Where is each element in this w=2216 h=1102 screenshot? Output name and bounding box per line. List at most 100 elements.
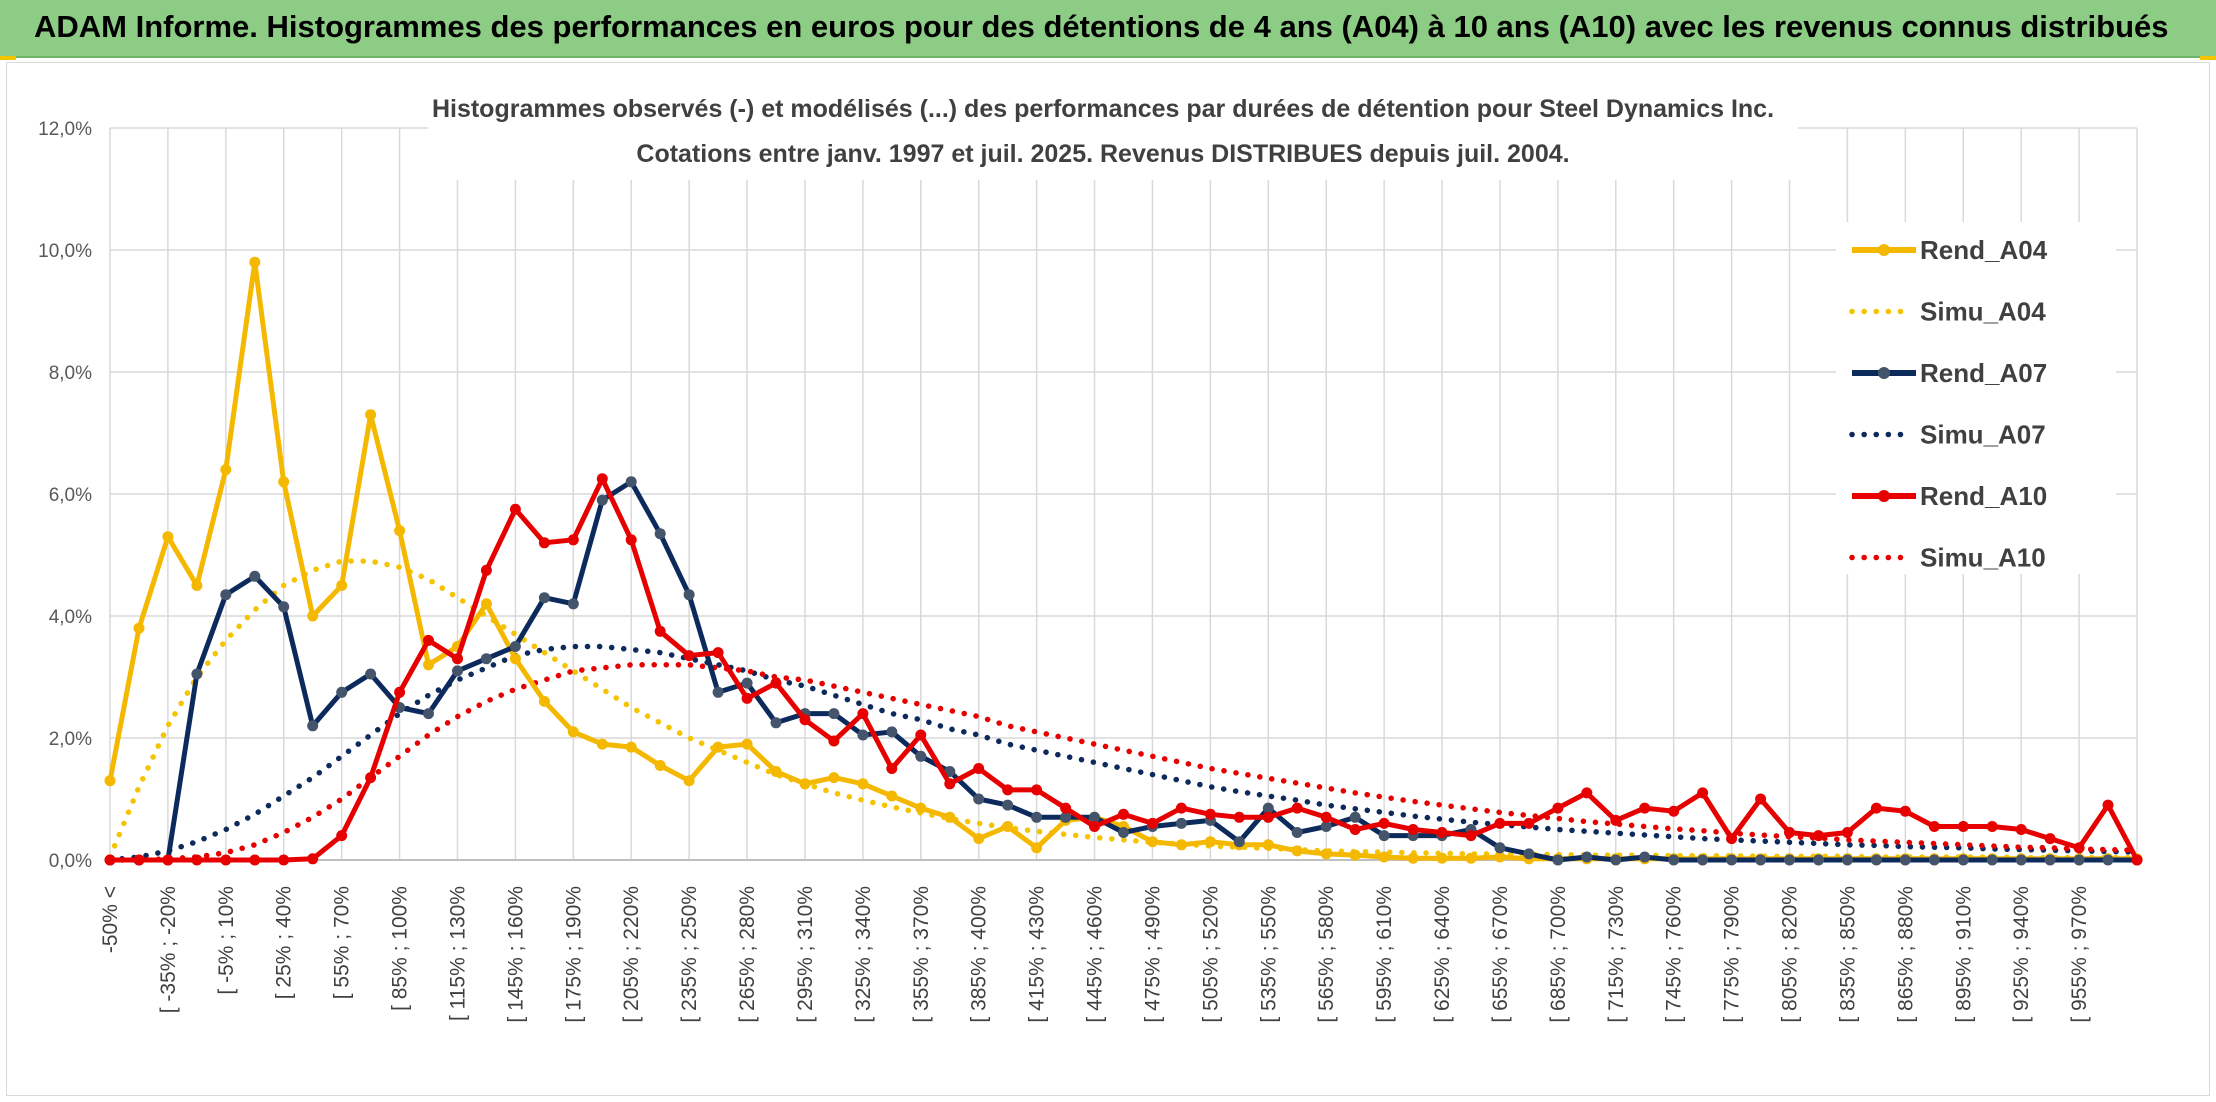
point-rend-a10 bbox=[596, 473, 608, 485]
point-rend-a04 bbox=[220, 464, 232, 476]
x-tick-label: [ 895% ; 910% bbox=[1952, 886, 1975, 1023]
point-rend-a10 bbox=[857, 708, 869, 720]
point-rend-a07 bbox=[567, 598, 579, 610]
point-rend-a07 bbox=[538, 592, 550, 604]
point-rend-a04 bbox=[770, 766, 782, 777]
point-rend-a07 bbox=[220, 589, 232, 601]
point-rend-a07 bbox=[191, 668, 203, 680]
point-rend-a10 bbox=[162, 854, 174, 866]
point-rend-a04 bbox=[1349, 849, 1361, 861]
point-rend-a10 bbox=[886, 763, 898, 774]
point-rend-a10 bbox=[1147, 817, 1158, 829]
point-rend-a10 bbox=[683, 650, 695, 662]
point-rend-a07 bbox=[1118, 827, 1129, 838]
point-rend-a10 bbox=[1175, 802, 1187, 814]
point-rend-a07 bbox=[944, 766, 956, 777]
x-tick-label: [ 85% ; 100% bbox=[389, 886, 412, 1011]
series-line-rend-a10 bbox=[110, 476, 2140, 863]
point-rend-a07 bbox=[2015, 854, 2027, 866]
x-tick-label: [ 265% ; 280% bbox=[736, 886, 759, 1023]
point-rend-a10 bbox=[741, 692, 753, 704]
x-tick-label: [ 325% ; 340% bbox=[852, 886, 875, 1023]
x-tick-label: [ 505% ; 520% bbox=[1199, 886, 1222, 1023]
point-rend-a07 bbox=[1841, 854, 1853, 866]
point-rend-a07 bbox=[1233, 836, 1245, 848]
x-tick-label: [ 25% ; 40% bbox=[273, 886, 296, 999]
point-rend-a07 bbox=[654, 528, 666, 540]
point-rend-a10 bbox=[973, 763, 985, 774]
chart-subtitle: Cotations entre janv. 1997 et juil. 2025… bbox=[636, 140, 1569, 168]
point-rend-a10 bbox=[2131, 854, 2143, 866]
point-rend-a07 bbox=[1870, 854, 1882, 866]
point-rend-a10 bbox=[1262, 811, 1274, 823]
point-rend-a07 bbox=[1002, 799, 1014, 811]
chart-frame bbox=[6, 62, 2210, 1096]
point-rend-a10 bbox=[1610, 814, 1622, 826]
x-tick-label: -50% < bbox=[99, 886, 122, 953]
point-rend-a07 bbox=[1175, 817, 1187, 829]
point-rend-a07 bbox=[770, 717, 782, 729]
corner-mark-left bbox=[0, 56, 16, 60]
point-rend-a04 bbox=[423, 659, 434, 671]
point-rend-a10 bbox=[1349, 824, 1361, 835]
point-rend-a10 bbox=[1494, 817, 1506, 829]
point-rend-a04 bbox=[365, 409, 377, 421]
point-rend-a10 bbox=[394, 686, 406, 698]
point-rend-a07 bbox=[596, 494, 608, 506]
point-rend-a10 bbox=[1899, 805, 1911, 817]
point-rend-a07 bbox=[2073, 854, 2085, 866]
point-rend-a04 bbox=[857, 778, 869, 790]
point-rend-a07 bbox=[1378, 830, 1390, 842]
point-rend-a04 bbox=[683, 775, 695, 787]
point-rend-a07 bbox=[1581, 851, 1593, 863]
point-rend-a04 bbox=[1175, 839, 1187, 851]
point-rend-a10 bbox=[2073, 842, 2085, 854]
point-rend-a07 bbox=[1291, 827, 1303, 838]
x-tick-label: [ 355% ; 370% bbox=[910, 886, 933, 1023]
legend-background bbox=[1836, 222, 2116, 574]
point-rend-a10 bbox=[915, 729, 927, 741]
point-rend-a04 bbox=[944, 811, 956, 823]
point-rend-a07 bbox=[1697, 854, 1709, 866]
y-tick-label: 8,0% bbox=[49, 363, 92, 384]
y-tick-label: 4,0% bbox=[49, 607, 92, 628]
point-rend-a07 bbox=[1349, 811, 1361, 823]
point-rend-a04 bbox=[1147, 836, 1158, 848]
point-rend-a07 bbox=[1813, 854, 1824, 866]
point-rend-a10 bbox=[220, 854, 232, 866]
point-rend-a04 bbox=[654, 760, 666, 771]
point-rend-a10 bbox=[2044, 833, 2056, 845]
point-rend-a04 bbox=[307, 610, 319, 622]
point-rend-a04 bbox=[1436, 852, 1448, 864]
point-rend-a10 bbox=[307, 853, 319, 865]
point-rend-a10 bbox=[2102, 799, 2114, 811]
point-rend-a07 bbox=[452, 665, 463, 677]
point-rend-a04 bbox=[133, 622, 145, 634]
title-banner: ADAM Informe. Histogrammes des performan… bbox=[0, 0, 2216, 58]
point-rend-a10 bbox=[1581, 787, 1593, 799]
point-rend-a07 bbox=[828, 708, 840, 720]
legend-label-simu-a04: Simu_A04 bbox=[1920, 297, 2046, 327]
point-rend-a04 bbox=[509, 653, 521, 665]
point-rend-a10 bbox=[1291, 802, 1303, 814]
point-rend-a04 bbox=[538, 695, 550, 707]
point-rend-a04 bbox=[162, 531, 174, 543]
point-rend-a10 bbox=[712, 647, 724, 659]
point-rend-a04 bbox=[191, 580, 203, 591]
point-rend-a10 bbox=[278, 854, 290, 866]
chart-series bbox=[104, 256, 2143, 866]
point-rend-a04 bbox=[596, 738, 608, 750]
point-rend-a07 bbox=[1089, 811, 1100, 823]
point-rend-a07 bbox=[857, 729, 869, 741]
legend-label-rend-a04: Rend_A04 bbox=[1920, 235, 2048, 265]
point-rend-a07 bbox=[1320, 821, 1332, 832]
point-rend-a07 bbox=[741, 677, 753, 689]
point-rend-a07 bbox=[480, 653, 492, 665]
point-rend-a04 bbox=[104, 775, 116, 787]
point-rend-a10 bbox=[1233, 811, 1245, 823]
x-tick-label: [ 175% ; 190% bbox=[562, 886, 585, 1023]
point-rend-a04 bbox=[1204, 836, 1216, 848]
series-line-rend-a04 bbox=[107, 259, 2137, 862]
point-rend-a07 bbox=[1784, 854, 1795, 866]
point-rend-a10 bbox=[1552, 802, 1564, 814]
